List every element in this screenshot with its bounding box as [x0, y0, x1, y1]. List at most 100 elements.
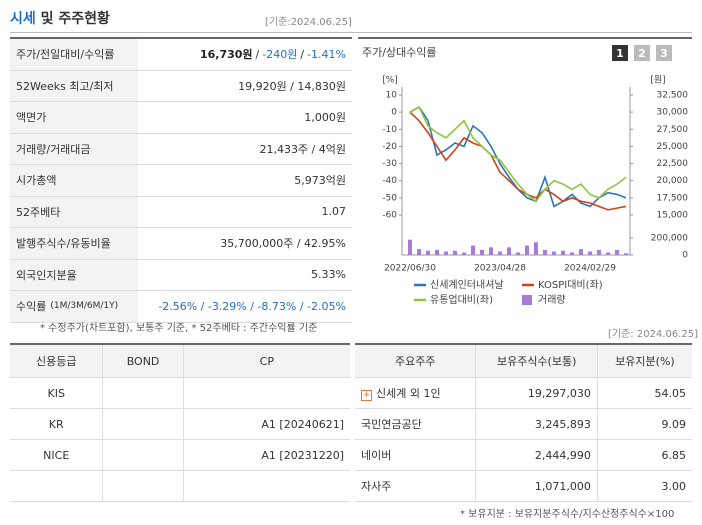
y-tick-label: -10 [382, 125, 397, 135]
row-label: 거래량/거래대금 [10, 133, 138, 164]
cell-text: 3,245,893 [534, 417, 591, 431]
page-button-label[interactable]: 3 [660, 47, 668, 60]
label-text: 발행주식수/유동비율 [16, 237, 111, 251]
y-tick-label: -20 [382, 142, 397, 152]
label-text: 액면가 [16, 111, 47, 125]
section-title: 시세 및 주주현황 [10, 8, 110, 28]
y2-tick-label: 20,000 [657, 176, 689, 186]
chart: 주가/상대수익률 1 2 3 [%] [원] 10 0 -10 -20 -30 -40 -50 -60 32… [362, 45, 689, 306]
header-rule [10, 32, 692, 33]
cell: 네이버 [355, 439, 477, 471]
y-tick-label: 0 [391, 108, 397, 118]
table-row: NICE A1 [20231220] [10, 439, 350, 471]
row-label: 시가총액 [10, 165, 138, 196]
table-row: KR A1 [20240621] [10, 408, 350, 440]
cell-text: KR [48, 417, 64, 431]
row-label: 액면가 [10, 102, 138, 133]
cell-text: 국민연금공단 [361, 418, 422, 431]
price-row: 발행주식수/유동비율 35,700,000주 / 42.95% [10, 228, 352, 260]
credit-table: 신용등급 BOND CP KIS KR A1 [20240621] NICE A1 [2023… [10, 343, 350, 502]
y2-tick-label: 17,500 [657, 193, 689, 203]
volume-bar [579, 249, 583, 255]
value-part: 35,700,000주 / 42.95% [220, 237, 346, 251]
holders-table: 주요주주 보유주식수(보통) 보유지분(%) + 신세계 외 1인 19,297,030 5… [355, 343, 692, 502]
price-row: 시가총액 5,973억원 [10, 165, 352, 197]
page-button[interactable] [656, 45, 672, 61]
cell: 3.00 [597, 470, 692, 502]
label-text: 수익률 [16, 300, 47, 314]
volume-bar [489, 247, 493, 255]
series-line [409, 105, 627, 208]
page-button-label[interactable]: 2 [638, 47, 646, 60]
volume-bar [543, 249, 547, 255]
x-tick-label: 2024/02/29 [564, 264, 616, 274]
table-row: KIS [10, 377, 350, 409]
y2-tick-label: 200,000 [651, 234, 688, 244]
volume-bar [444, 251, 448, 255]
volume-bar [552, 251, 556, 255]
volume-bar [525, 245, 529, 255]
table-row: 국민연금공단 3,245,893 9.09 [355, 408, 692, 440]
title-highlight: 시세 [10, 11, 36, 27]
cell: 1,071,000 [475, 470, 598, 502]
y2-tick-label: 30,000 [657, 108, 689, 118]
cell [102, 377, 184, 409]
series-line [409, 105, 627, 203]
chart-date: [기준: 2024.06.25] [608, 329, 699, 340]
row-value: 5,973억원 [138, 172, 352, 188]
volume-bar [597, 249, 601, 255]
cell-text: 2,444,990 [534, 448, 591, 462]
series-line [409, 111, 627, 211]
cell-text: 네이버 [361, 449, 392, 462]
x-tick-label: 2022/06/30 [384, 264, 436, 274]
cell-text: 54.05 [654, 386, 687, 400]
value-part: 1.07 [321, 205, 347, 219]
x-tick-label: 2023/04/28 [474, 264, 526, 274]
volume-bar [615, 249, 619, 255]
cell [102, 470, 184, 502]
page-button[interactable] [612, 45, 628, 61]
volume-bar [516, 252, 520, 255]
volume-bar [606, 252, 610, 255]
header-cell: 보유지분(%) [597, 344, 692, 378]
volume-bar [570, 252, 574, 255]
value-part: 1,000원 [304, 111, 346, 125]
y-axis-unit: [%] [382, 76, 398, 86]
page-button-label[interactable]: 1 [616, 47, 624, 60]
volume-bar [588, 251, 592, 255]
legend-swatch [522, 295, 532, 305]
row-value: 19,920원 / 14,830원 [138, 78, 352, 94]
cell-text: KIS [47, 386, 65, 400]
row-label: 주가/전일대비/수익률 [10, 39, 138, 70]
value-part: / [255, 48, 260, 62]
value-part: 19,920원 / 14,830원 [238, 79, 346, 93]
cell-text: A1 [20240621] [261, 417, 344, 431]
table-row: + 신세계 외 1인 19,297,030 54.05 [355, 377, 692, 409]
header-cell: 주요주주 [355, 344, 477, 378]
value-part: -240원 [262, 48, 298, 62]
cell: NICE [10, 439, 104, 471]
price-row: 거래량/거래대금 21,433주 / 4억원 [10, 133, 352, 165]
y-tick-label: -50 [382, 193, 397, 203]
y-tick-label: -30 [382, 159, 397, 169]
header-cell: 보유주식수(보통) [475, 344, 598, 378]
note: * 수정주가(차트포함), 보통주 기준, * 52주베타 : 주간수익률 기준 [40, 323, 318, 334]
row-label: 수익률 (1M/3M/6M/1Y) [10, 291, 138, 322]
date: [기준:2024.06.25] [265, 17, 352, 28]
row-value: 1,000원 [138, 109, 352, 125]
cell: 54.05 [597, 377, 692, 409]
volume-bar [534, 242, 538, 255]
volume-bar [624, 253, 628, 255]
header-cell: 신용등급 [10, 344, 104, 378]
price-row: 52주베타 1.07 [10, 196, 352, 228]
label-sub: (1M/3M/6M/1Y) [50, 301, 119, 312]
cell: 3,245,893 [475, 408, 598, 440]
label-text: 시가총액 [16, 174, 57, 188]
y2-tick-label: 0 [682, 251, 688, 261]
page-button[interactable] [634, 45, 650, 61]
table-row [10, 470, 350, 502]
row-label: 52Weeks 최고/최저 [10, 70, 138, 101]
legend-label: 유통업대비(좌) [430, 293, 493, 306]
cell: 2,444,990 [475, 439, 598, 471]
row-label: 52주베타 [10, 196, 138, 227]
